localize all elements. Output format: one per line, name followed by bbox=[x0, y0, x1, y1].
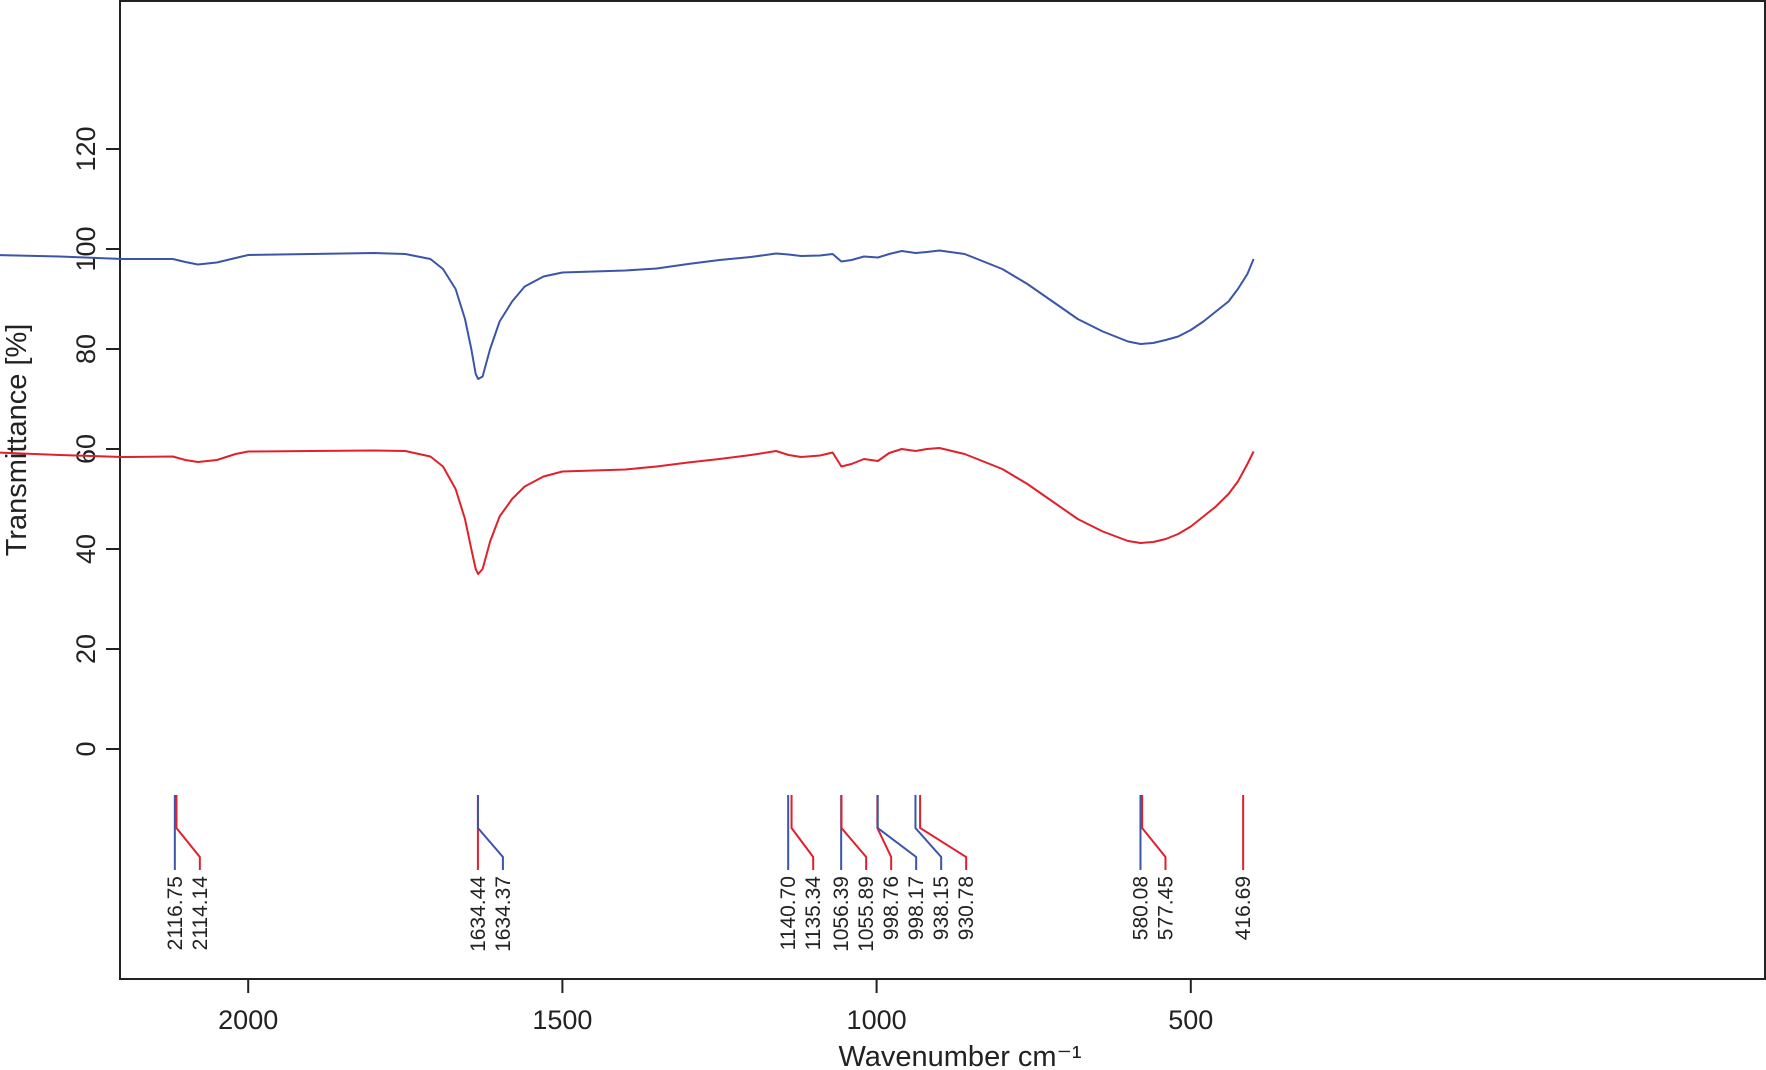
peak-label: 938.15 bbox=[930, 876, 953, 940]
y-tick-label: 60 bbox=[71, 434, 101, 464]
peak-marker-line bbox=[1141, 795, 1167, 870]
y-axis-title: Transmittance [%] bbox=[1, 324, 33, 557]
peak-label: 577.45 bbox=[1154, 876, 1177, 940]
y-tick-label: 20 bbox=[71, 634, 101, 664]
y-axis: 0 20 40 60 80 100 120 bbox=[71, 126, 120, 757]
peak-marker-line bbox=[840, 795, 868, 870]
peak-label: 1634.37 bbox=[492, 876, 515, 952]
peak-markers: 3315.903281.382116.752114.141634.441634.… bbox=[164, 795, 1255, 952]
peak-marker-line bbox=[175, 795, 201, 870]
peak-marker-line bbox=[919, 795, 968, 870]
x-axis: 350030002500200015001000500 bbox=[218, 979, 1213, 1035]
series-layer bbox=[0, 249, 1255, 575]
spectrum-line-1 bbox=[0, 249, 1255, 380]
x-tick-label: 1500 bbox=[532, 1005, 592, 1035]
peak-label: 416.69 bbox=[1232, 876, 1255, 940]
y-tick-label: 80 bbox=[71, 334, 101, 364]
spectrum-line-2 bbox=[0, 447, 1255, 575]
y-tick-label: 40 bbox=[71, 534, 101, 564]
peak-label: 930.78 bbox=[955, 876, 978, 940]
y-tick-label: 100 bbox=[71, 226, 101, 271]
peak-marker-line bbox=[476, 795, 504, 870]
peak-marker-line bbox=[876, 795, 918, 870]
y-tick-label: 0 bbox=[71, 741, 101, 756]
x-tick-label: 500 bbox=[1168, 1005, 1213, 1035]
peak-label: 1140.70 bbox=[777, 876, 800, 950]
peak-label: 1634.44 bbox=[467, 876, 490, 952]
peak-label: 1135.34 bbox=[802, 876, 825, 951]
peak-marker-line bbox=[914, 795, 943, 870]
peak-label: 998.76 bbox=[880, 876, 903, 940]
peak-label: 580.08 bbox=[1129, 876, 1152, 940]
y-tick-label: 120 bbox=[71, 126, 101, 171]
peak-label: 1056.39 bbox=[830, 876, 853, 952]
peak-label: 998.17 bbox=[905, 876, 928, 940]
x-tick-label: 2000 bbox=[218, 1005, 278, 1035]
x-axis-title: Wavenumber cm⁻¹ bbox=[838, 1041, 1081, 1070]
peak-label: 1055.89 bbox=[855, 876, 878, 952]
peak-marker-line bbox=[790, 795, 815, 870]
peak-label: 2116.75 bbox=[164, 876, 187, 950]
x-tick-label: 1000 bbox=[847, 1005, 907, 1035]
plot-frame bbox=[119, 0, 1766, 980]
peak-label: 2114.14 bbox=[189, 876, 212, 951]
